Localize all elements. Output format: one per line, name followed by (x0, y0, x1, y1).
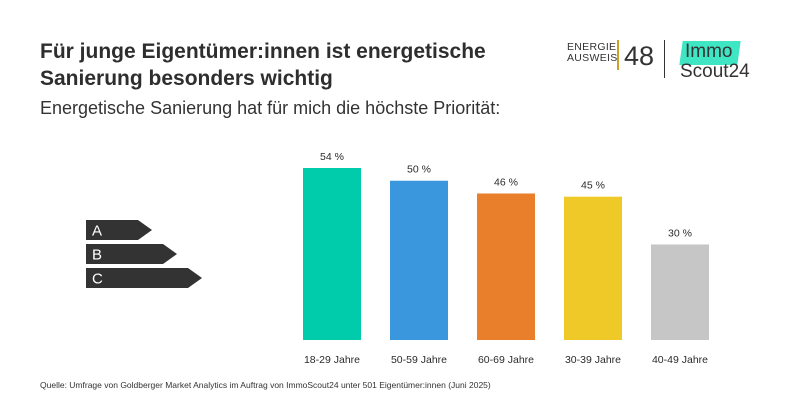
ausweis-text: AUSWEIS (567, 52, 618, 64)
energy-letter-b: B (92, 247, 102, 264)
category-label-5: 40-49 Jahre (652, 354, 708, 366)
category-label-3: 60-69 Jahre (478, 354, 534, 366)
bar-1 (303, 168, 361, 340)
logo-gold-bar (617, 40, 619, 70)
bar-2 (390, 180, 448, 340)
chart-subtitle: Energetische Sanierung hat für mich die … (40, 98, 501, 118)
bar-value-label-3: 46 % (494, 176, 518, 188)
energy-arrow-c (86, 268, 202, 288)
source-note: Quelle: Umfrage von Goldberger Market An… (40, 380, 491, 390)
bar-4 (564, 196, 622, 340)
bar-value-label-2: 50 % (407, 164, 431, 176)
bar-value-label-4: 45 % (581, 180, 605, 192)
category-label-4: 30-39 Jahre (565, 354, 621, 366)
energy-letter-a: A (92, 223, 102, 240)
logo-divider (664, 40, 665, 78)
category-label-2: 50-59 Jahre (391, 354, 447, 366)
category-label-1: 18-29 Jahre (304, 354, 360, 366)
immoscout-logo-scout24: Scout24 (680, 61, 750, 82)
bar-value-label-5: 30 % (668, 227, 692, 239)
chart-title-line-2: Sanierung besonders wichtig (40, 67, 333, 90)
chart-title: Für junge Eigentümer:innen ist energetis… (40, 38, 560, 92)
immoscout-logo-immo: Immo (685, 41, 733, 62)
bar-3 (477, 193, 535, 340)
energie-text: ENERGIE (567, 41, 617, 53)
logo-number-48: 48 (624, 41, 655, 71)
energy-letter-c: C (92, 271, 103, 288)
chart-title-line-1: Für junge Eigentümer:innen ist energetis… (40, 40, 486, 63)
bar-value-label-1: 54 % (320, 151, 344, 163)
bar-5 (651, 244, 709, 340)
energieausweis-logo-text: ENERGIE AUSWEIS (567, 42, 618, 64)
energy-arrow-a (86, 220, 152, 240)
energy-arrow-b (86, 244, 177, 264)
